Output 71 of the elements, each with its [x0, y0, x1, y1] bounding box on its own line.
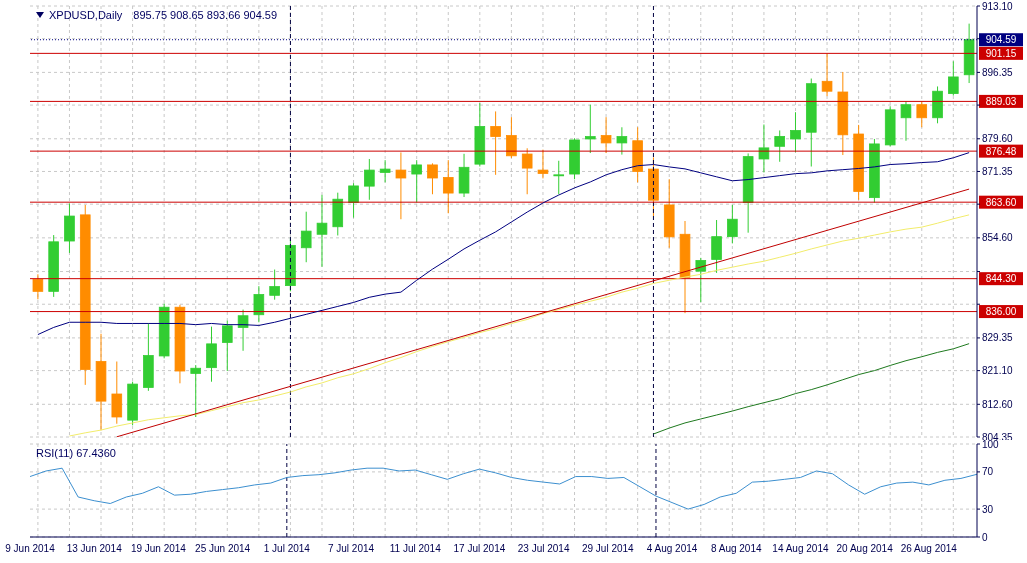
candlestick [537, 149, 549, 179]
candlestick [521, 147, 533, 195]
candlestick [900, 101, 912, 142]
ref-line-label: 901.15 [985, 47, 1017, 59]
x-tick-label: 11 Jul 2014 [389, 543, 442, 555]
chart-title: XPDUSD,Daily [49, 9, 123, 21]
candlestick [253, 285, 265, 323]
y-tick-label: 30 [982, 503, 994, 515]
candlestick [506, 116, 517, 159]
candlestick [190, 364, 202, 418]
x-tick-label: 9 Jun 2014 [5, 543, 56, 555]
candlestick [600, 116, 612, 154]
candlestick [348, 182, 359, 219]
candlestick [379, 159, 391, 183]
y-tick-label: 829.35 [982, 332, 1014, 344]
x-tick-label: 25 Jun 2014 [195, 543, 251, 555]
x-tick-label: 13 Jun 2014 [66, 543, 123, 555]
y-tick-label: 0 [982, 531, 988, 543]
x-tick-label: 1 Jul 2014 [263, 543, 311, 555]
candlestick [585, 104, 596, 154]
candlestick [616, 126, 628, 156]
y-tick-label: 854.60 [982, 232, 1014, 244]
x-tick-label: 14 Aug 2014 [772, 543, 829, 555]
y-tick-label: 812.60 [982, 398, 1014, 410]
candlestick [727, 204, 738, 244]
candlestick [490, 110, 501, 176]
candlestick [427, 162, 438, 195]
candlestick [948, 60, 959, 97]
y-tick-label: 70 [982, 466, 994, 478]
y-tick-label: 871.35 [982, 166, 1014, 178]
ref-line-label: 863.60 [985, 196, 1017, 208]
candlestick [711, 219, 722, 274]
x-tick-label: 8 Aug 2014 [710, 543, 762, 555]
candlestick [316, 194, 328, 268]
candlestick [206, 326, 217, 383]
chart-subtitle: 895.75 908.65 893.66 904.59 [133, 9, 278, 21]
candlestick [916, 101, 928, 128]
line-series [652, 343, 970, 435]
candlestick [364, 158, 375, 201]
candlestick [411, 159, 422, 204]
chart-title: RSI(11) 67.4360 [36, 447, 116, 459]
candlestick [111, 361, 123, 425]
y-tick-label: 913.10 [982, 0, 1014, 12]
ref-line-label: 844.30 [985, 273, 1017, 285]
ref-line-label: 889.03 [985, 95, 1017, 107]
x-tick-label: 7 Jul 2014 [327, 543, 375, 555]
x-tick-label: 4 Aug 2014 [646, 543, 698, 555]
candlestick [300, 211, 312, 263]
x-tick-label: 17 Jul 2014 [453, 543, 506, 555]
ref-line-label: 876.48 [985, 145, 1017, 157]
x-tick-label: 29 Jul 2014 [581, 543, 635, 555]
y-tick-label: 896.35 [982, 66, 1014, 78]
y-tick-label: 821.10 [982, 365, 1014, 377]
ref-line-label: 904.59 [985, 34, 1017, 46]
candlestick [395, 151, 407, 220]
x-tick-label: 23 Jul 2014 [517, 543, 570, 555]
ref-line-label: 836.00 [985, 306, 1017, 318]
x-tick-label: 19 Jun 2014 [130, 543, 187, 555]
candlestick [790, 111, 801, 153]
candlestick [222, 320, 233, 372]
candlestick [553, 160, 565, 195]
candlestick [269, 269, 280, 301]
y-tick-label: 879.60 [982, 133, 1014, 145]
x-tick-label: 26 Aug 2014 [900, 543, 958, 555]
candlestick [442, 159, 454, 214]
candlestick [774, 129, 785, 163]
candlestick [821, 53, 833, 97]
candlestick [32, 273, 44, 300]
candlestick [695, 257, 707, 303]
line-series [29, 467, 978, 510]
x-tick-label: 20 Aug 2014 [836, 543, 894, 555]
